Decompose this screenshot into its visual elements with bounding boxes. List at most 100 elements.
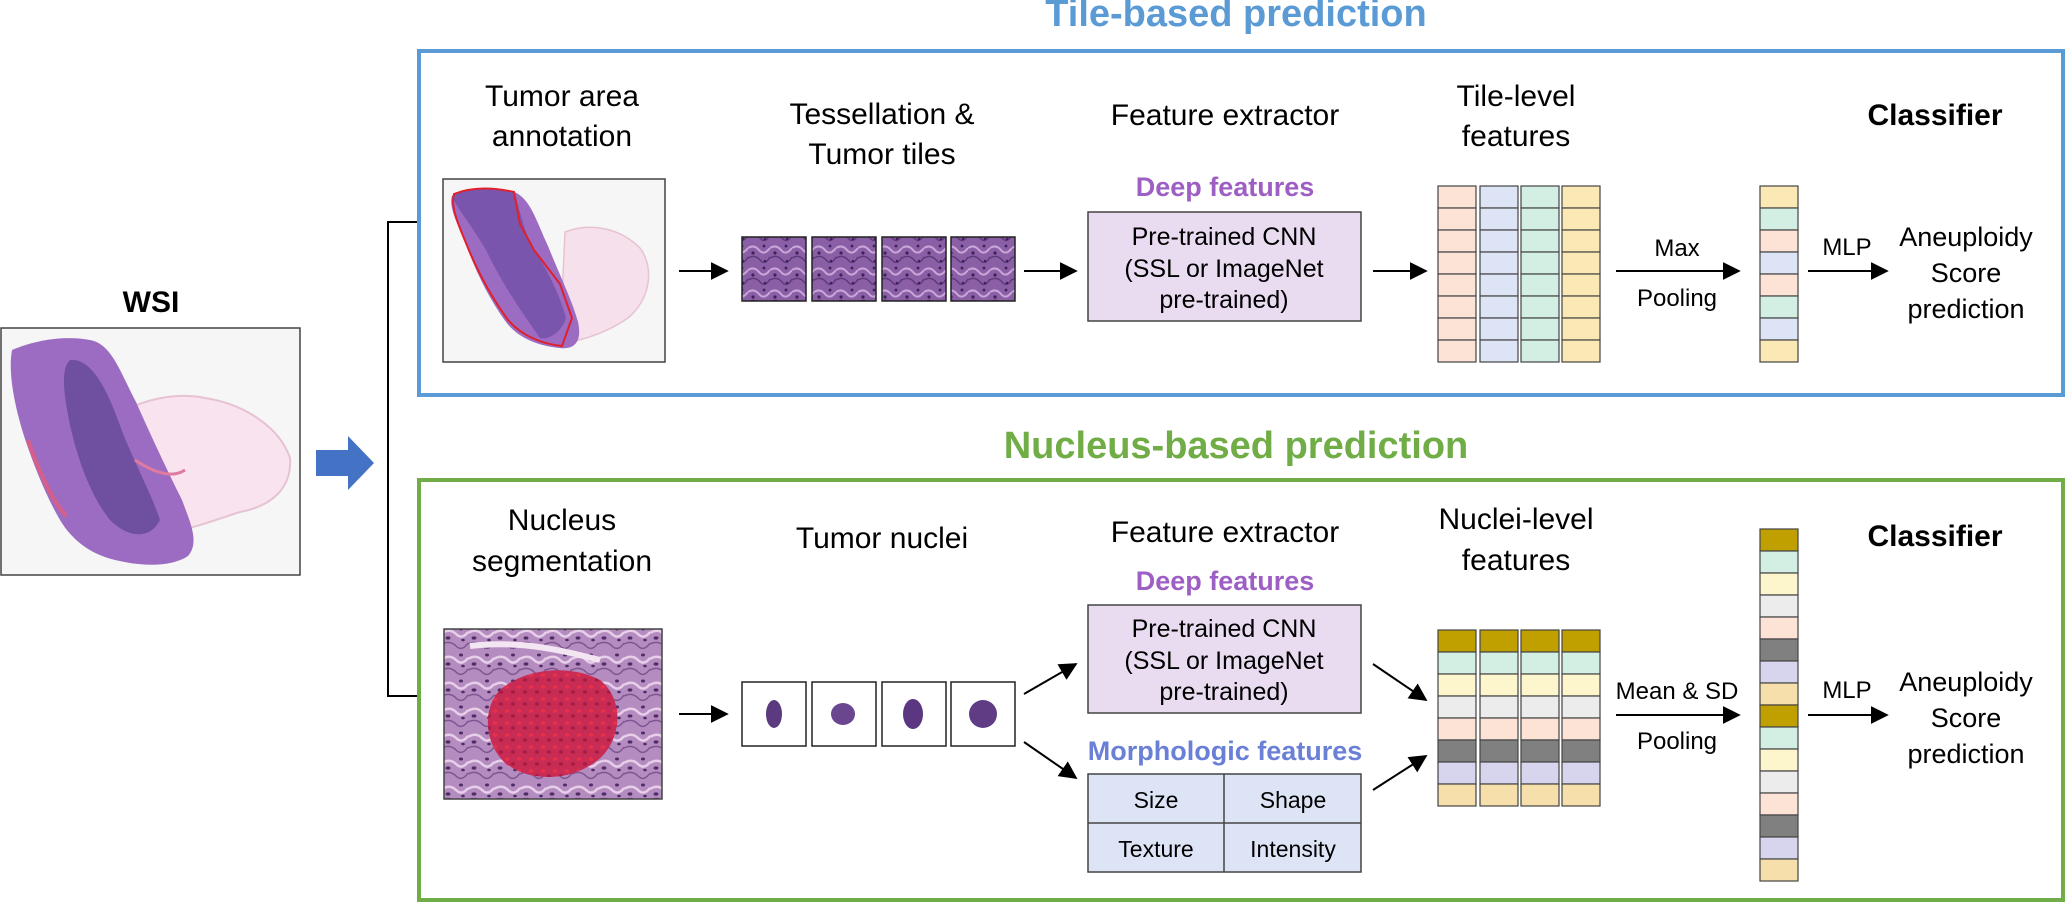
- feature-cell: [1437, 651, 1477, 675]
- nucleus-arrow-deep: [1023, 663, 1078, 695]
- tumor-tiles: [741, 236, 1016, 302]
- pooled-cell: [1759, 616, 1799, 640]
- feature-cell: [1437, 229, 1477, 253]
- feature-cell: [1520, 673, 1560, 697]
- pooled-cell: [1759, 185, 1799, 209]
- nucleus-step3-label: Feature extractor: [1111, 516, 1339, 549]
- feature-cell: [1479, 207, 1519, 231]
- morph-cell-shape: Shape: [1260, 787, 1327, 813]
- tile-section-frame: [417, 49, 2065, 397]
- pooled-cell: [1759, 858, 1799, 882]
- feature-cell: [1479, 185, 1519, 209]
- pooled-cell: [1759, 814, 1799, 838]
- feature-cell: [1520, 651, 1560, 675]
- pooled-cell: [1759, 792, 1799, 816]
- feature-cell: [1561, 783, 1601, 807]
- feature-cell: [1479, 339, 1519, 363]
- feature-cell: [1520, 229, 1560, 253]
- nucleus-arrow-deep-to-features: [1372, 663, 1428, 702]
- feature-cell: [1561, 229, 1601, 253]
- feature-cell: [1479, 739, 1519, 763]
- feature-cell: [1437, 207, 1477, 231]
- pooled-cell: [1759, 836, 1799, 860]
- feature-cell: [1561, 251, 1601, 275]
- feature-cell: [1520, 783, 1560, 807]
- feature-cell: [1437, 185, 1477, 209]
- pooled-cell: [1759, 251, 1799, 275]
- pooled-cell: [1759, 638, 1799, 662]
- feature-cell: [1437, 783, 1477, 807]
- feature-cell: [1561, 673, 1601, 697]
- pooled-cell: [1759, 594, 1799, 618]
- feature-cell: [1437, 761, 1477, 785]
- feature-cell: [1561, 761, 1601, 785]
- tile-step1-label-line2: annotation: [492, 120, 632, 153]
- tumor-tile: [950, 236, 1016, 302]
- tile-step4-label-line2: features: [1462, 120, 1570, 153]
- feature-cell: [1561, 317, 1601, 341]
- nucleus-segmentation-image: [443, 628, 663, 800]
- tumor-annotation-image: [442, 178, 666, 363]
- tile-output-line2: Score: [1931, 258, 2002, 288]
- nuclei-level-features: [1437, 629, 1601, 807]
- feature-cell: [1479, 651, 1519, 675]
- pooled-cell: [1759, 704, 1799, 728]
- nucleus-pool-label-line1: Mean & SD: [1616, 678, 1739, 705]
- feature-cell: [1520, 339, 1560, 363]
- tumor-tile: [741, 236, 807, 302]
- feature-cell: [1561, 207, 1601, 231]
- nucleus-shape: [766, 700, 782, 728]
- wsi-to-pipeline-arrow: [316, 436, 374, 490]
- feature-cell: [1437, 695, 1477, 719]
- tile-step3-label: Feature extractor: [1111, 99, 1339, 132]
- tile-output-line1: Aneuploidy: [1899, 222, 2033, 252]
- tile-cnn-box: [1087, 211, 1362, 322]
- morph-cell-intensity: Intensity: [1250, 836, 1336, 862]
- tumor-tile: [811, 236, 877, 302]
- tile-output-line3: prediction: [1907, 294, 2024, 324]
- nucleus-classifier-label: Classifier: [1867, 520, 2002, 553]
- tumor-nuclei: [741, 681, 1016, 747]
- nucleus-section-frame: [417, 478, 2065, 902]
- feature-cell: [1479, 317, 1519, 341]
- nucleus-shape: [831, 703, 855, 725]
- feature-cell: [1479, 695, 1519, 719]
- nucleus-output-line1: Aneuploidy: [1899, 667, 2033, 697]
- feature-cell: [1479, 629, 1519, 653]
- nucleus-section-title: Nucleus-based prediction: [1004, 425, 1469, 467]
- nucleus-pool-label-line2: Pooling: [1637, 728, 1717, 755]
- feature-cell: [1520, 251, 1560, 275]
- tile-cnn-line1: Pre-trained CNN: [1132, 223, 1317, 251]
- feature-cell: [1437, 295, 1477, 319]
- tile-cnn-line3: pre-trained): [1159, 286, 1288, 314]
- pooled-cell: [1759, 660, 1799, 684]
- feature-cell: [1520, 295, 1560, 319]
- feature-cell: [1520, 317, 1560, 341]
- feature-cell: [1437, 717, 1477, 741]
- tile-step1-label-line1: Tumor area: [485, 80, 639, 113]
- pooled-cell: [1759, 273, 1799, 297]
- tile-step2-label-line1: Tessellation &: [789, 98, 974, 131]
- feature-cell: [1479, 673, 1519, 697]
- tile-pooled-vector: [1759, 185, 1799, 363]
- tile-step2-label-line2: Tumor tiles: [808, 138, 955, 171]
- pooled-cell: [1759, 726, 1799, 750]
- nucleus-step4-label-line1: Nuclei-level: [1438, 503, 1593, 536]
- nucleus-arrow-morph-to-features: [1372, 755, 1428, 791]
- feature-cell: [1437, 629, 1477, 653]
- nucleus-output-line2: Score: [1931, 703, 2002, 733]
- nucleus-step2-label: Tumor nuclei: [796, 522, 968, 555]
- tile-deep-features-label: Deep features: [1136, 172, 1315, 202]
- feature-cell: [1437, 673, 1477, 697]
- morphologic-features-label: Morphologic features: [1088, 736, 1363, 766]
- pooled-cell: [1759, 748, 1799, 772]
- tile-section-title: Tile-based prediction: [1045, 0, 1426, 35]
- pooled-cell: [1759, 339, 1799, 363]
- feature-cell: [1561, 739, 1601, 763]
- tile-pool-label-line2: Pooling: [1637, 285, 1717, 312]
- morph-cell-size: Size: [1134, 787, 1179, 813]
- pooled-cell: [1759, 682, 1799, 706]
- branch-bracket: [387, 221, 421, 697]
- tile-pool-label-line1: Max: [1654, 235, 1699, 262]
